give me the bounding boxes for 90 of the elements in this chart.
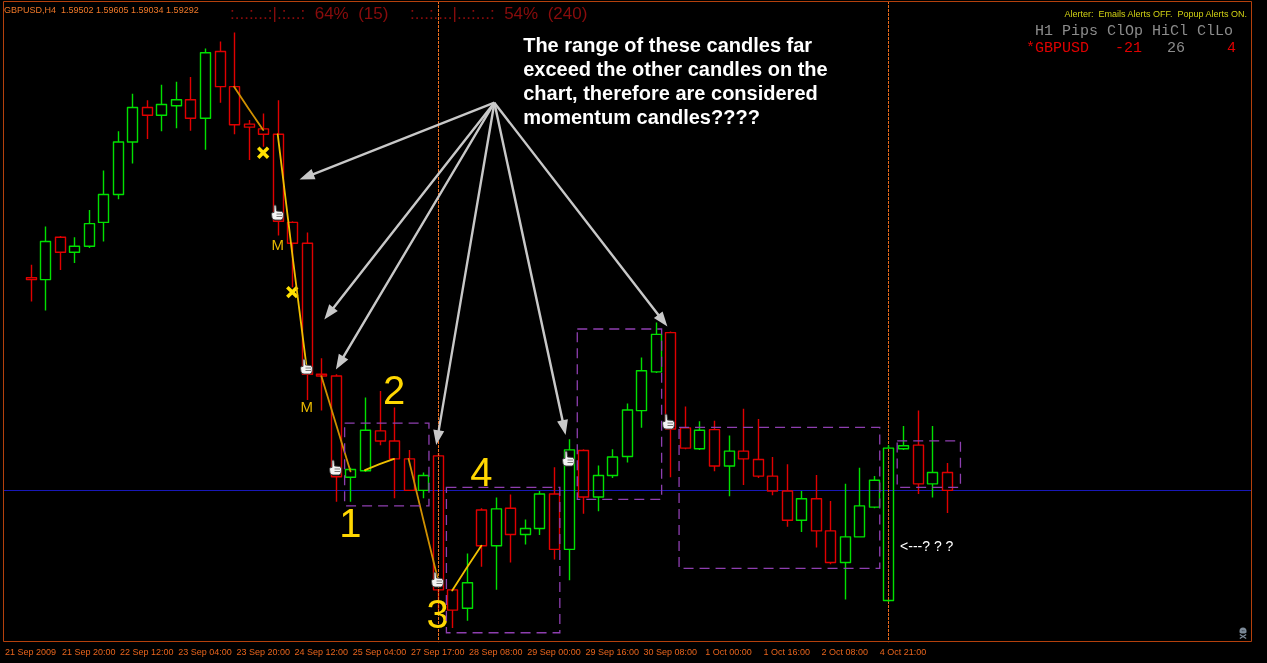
candlestick — [184, 76, 197, 132]
candlestick — [853, 467, 866, 539]
candlestick — [39, 225, 52, 312]
candlestick — [301, 231, 314, 401]
candlestick — [170, 81, 183, 130]
candlestick — [752, 418, 765, 479]
text: -21 — [1115, 39, 1143, 57]
candlestick — [824, 500, 837, 565]
candlestick — [839, 483, 852, 601]
candlestick — [475, 507, 488, 568]
text: :...:....|...:...: 54% (240) — [410, 4, 588, 24]
candlestick — [403, 449, 416, 492]
candlestick — [635, 356, 648, 429]
text: Alerter: Emails Alerts OFF. Popup Alerts ON. — [1064, 9, 1247, 19]
x-tick-label: 23 Sep 20:00 — [236, 647, 290, 658]
candlestick — [388, 406, 401, 499]
candlestick — [693, 420, 706, 451]
text: 26 — [1167, 39, 1186, 57]
x-tick-label: 30 Sep 08:00 — [643, 647, 698, 658]
candlestick — [228, 31, 241, 135]
annotation: <---? ? ? — [900, 537, 954, 554]
candlestick — [912, 409, 925, 495]
x-tick-label: 1 Oct 00:00 — [705, 647, 752, 658]
x-tick-label: 29 Sep 16:00 — [585, 647, 639, 658]
candlestick — [315, 357, 328, 412]
x-tick-label: 21 Sep 2009 — [5, 647, 57, 658]
candlestick — [766, 456, 779, 496]
candlestick — [810, 474, 823, 549]
candlestick — [737, 408, 750, 486]
candlestick — [708, 420, 721, 473]
annotation: 4 — [470, 449, 493, 495]
text: *GBPUSD — [1026, 39, 1090, 57]
candlestick — [679, 405, 692, 451]
x-tick-label: 24 Sep 12:00 — [294, 647, 349, 658]
candlestick — [606, 448, 619, 479]
candlestick — [533, 490, 546, 536]
text: H1 Pips ClOp HiCl ClLo — [1035, 22, 1234, 40]
candlestick — [519, 518, 532, 546]
annotation: M — [271, 235, 284, 253]
candlestick — [330, 373, 343, 503]
candlestick — [126, 93, 139, 165]
chart-title: GBPUSD,H4 1.59502 1.59605 1.59034 1.59292 — [4, 5, 199, 15]
annotation: The range of these candles far exceed the other candles on the chart, therefore are considered momentum candles???? — [523, 33, 829, 130]
x-tick-label: 4 Oct 21:00 — [879, 647, 927, 658]
candlestick — [199, 47, 212, 151]
candlestick — [563, 438, 576, 582]
candlestick — [83, 209, 96, 249]
annotation: 2 — [382, 367, 406, 413]
text: :...:...:|.:...: 64% (15) — [230, 4, 389, 24]
candlestick — [795, 490, 808, 533]
x-tick-label: 21 Sep 20:00 — [61, 647, 116, 658]
candlestick — [155, 84, 168, 132]
candlestick — [374, 390, 387, 446]
candlestick — [446, 589, 459, 629]
candlestick — [344, 467, 357, 503]
x-tick-label: 25 Sep 04:00 — [352, 647, 407, 658]
candlestick — [621, 402, 634, 464]
candlestick — [417, 471, 430, 499]
candlestick — [141, 99, 154, 140]
x-tick-label: 1 Oct 16:00 — [763, 647, 810, 658]
candlestick — [272, 99, 285, 237]
candlestick — [941, 462, 954, 514]
candlestick — [882, 444, 895, 603]
candlestick — [897, 425, 910, 451]
x-tick-label: 22 Sep 12:00 — [120, 647, 174, 658]
candlestick — [577, 448, 590, 515]
candlestick — [504, 493, 517, 564]
candlestick — [97, 169, 110, 243]
candlestick — [68, 236, 81, 264]
candlestick — [25, 264, 38, 303]
candlestick — [592, 464, 605, 512]
candlestick — [461, 552, 474, 622]
candlestick — [490, 496, 503, 591]
candlestick — [664, 330, 677, 478]
candlestick — [781, 463, 794, 528]
candlestick — [359, 396, 372, 473]
annotation: 1 — [339, 500, 362, 546]
text: 4 — [1227, 39, 1237, 57]
candlestick — [214, 40, 227, 104]
x-tick-label: 23 Sep 04:00 — [178, 647, 232, 658]
candlestick — [54, 235, 67, 271]
x-tick-label: 28 Sep 08:00 — [469, 647, 523, 658]
x-tick-label: 27 Sep 17:00 — [410, 647, 465, 658]
candlestick — [926, 425, 939, 499]
candlestick — [243, 119, 256, 161]
candlestick — [112, 130, 125, 200]
x-tick-label: 2 Oct 08:00 — [821, 647, 869, 658]
x-tick-label: 29 Sep 00:00 — [527, 647, 581, 658]
annotation: M — [300, 397, 314, 415]
candlestick — [723, 434, 736, 498]
